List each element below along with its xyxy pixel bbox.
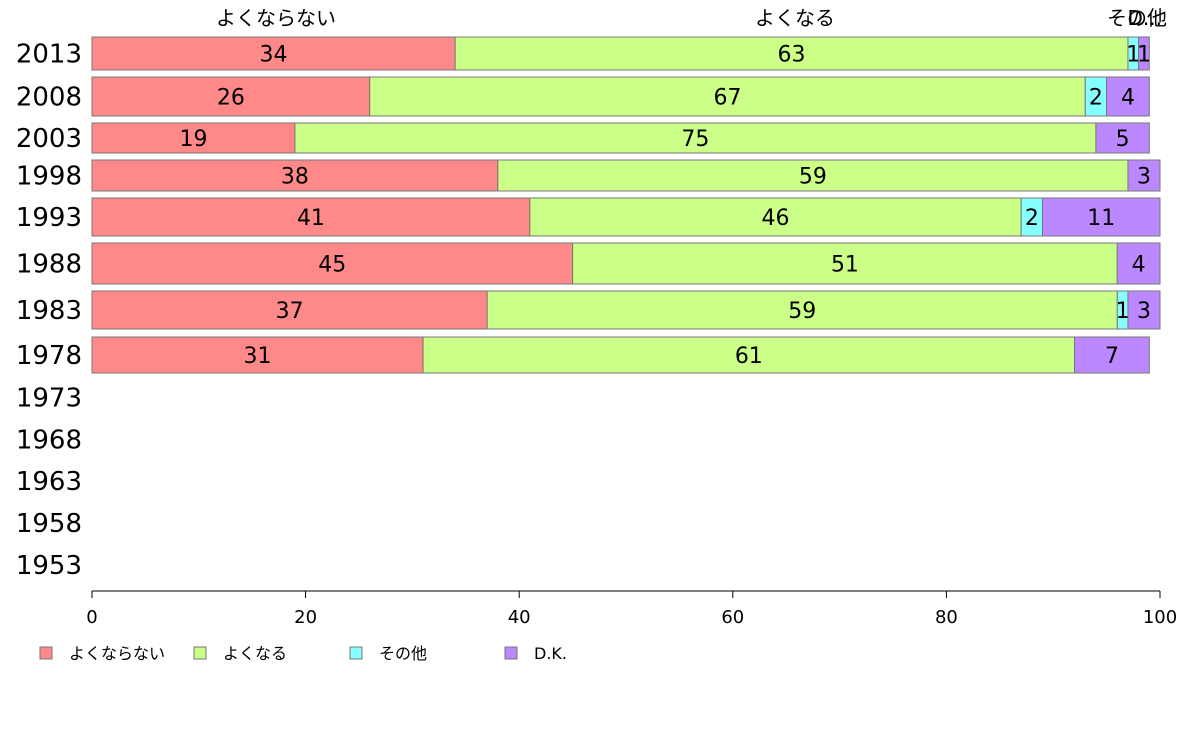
x-tick-label-60: 60 [721, 607, 744, 628]
legend-label-4: D.K. [534, 644, 567, 663]
bar-segment-1983-s4 [1127, 290, 1161, 330]
data-label-1998-s2: 59 [799, 165, 827, 190]
data-label-2003-s4: 5 [1116, 127, 1130, 152]
data-label-2013-s3: 1 [1126, 43, 1140, 68]
series-top-labels: よくならない よくなる その他 D... [216, 6, 1167, 30]
y-tick-label-1973: 1973 [16, 384, 82, 414]
top-label-series-4: D... [1128, 6, 1162, 30]
data-label-1978-s4: 7 [1105, 344, 1119, 369]
data-label-1983-s1: 37 [276, 299, 304, 324]
y-tick-label-1963: 1963 [16, 467, 82, 497]
data-label-2008-s3: 2 [1089, 86, 1103, 111]
bar-segment-1993-s4 [1042, 197, 1161, 237]
data-label-1988-s1: 45 [318, 253, 346, 278]
bar-segment-1998-s1 [91, 159, 499, 192]
data-label-1993-s3: 2 [1025, 206, 1039, 231]
data-label-2013-s2: 63 [778, 43, 806, 68]
bar-segment-2013-s1 [91, 36, 456, 71]
bar-segment-2003-s1 [91, 122, 296, 154]
legend-swatch-4 [504, 646, 518, 660]
data-label-2013-s4: 1 [1137, 43, 1151, 68]
data-label-1988-s4: 4 [1132, 253, 1146, 278]
y-tick-label-2013: 2013 [16, 40, 82, 70]
x-tick-label-100: 100 [1143, 607, 1177, 628]
bar-segment-1978-s4 [1074, 336, 1150, 374]
y-tick-label-1953: 1953 [16, 551, 82, 581]
bar-segment-1978-s1 [91, 336, 424, 374]
y-tick-label-1993: 1993 [16, 203, 82, 233]
data-label-1983-s2: 59 [788, 299, 816, 324]
bar-segment-2013-s4 [1138, 36, 1150, 71]
bar-segment-1988-s1 [91, 242, 574, 285]
x-tick-label-40: 40 [508, 607, 531, 628]
y-tick-label-2003: 2003 [16, 124, 82, 154]
data-label-1983-s4: 3 [1137, 299, 1151, 324]
bar-segment-2003-s2 [294, 122, 1097, 154]
legend-label-3: その他 [379, 644, 427, 663]
legend-label-1: よくならない [69, 644, 165, 663]
legend-swatch-2 [193, 646, 207, 660]
top-label-series-2: よくなる [755, 6, 835, 30]
bar-segment-1988-s2 [572, 242, 1118, 285]
data-label-1998-s4: 3 [1137, 165, 1151, 190]
data-label-2013-s1: 34 [260, 43, 288, 68]
bar-segment-1983-s1 [91, 290, 488, 330]
bar-segment-1993-s2 [529, 197, 1022, 237]
bar-segment-1998-s4 [1127, 159, 1161, 192]
y-tick-label-1983: 1983 [16, 296, 82, 326]
legend-swatch-1 [39, 646, 53, 660]
data-label-2003-s1: 19 [179, 127, 207, 152]
data-label-1993-s1: 41 [297, 206, 325, 231]
bar-segment-2003-s4 [1095, 122, 1150, 154]
y-tick-label-1988: 1988 [16, 250, 82, 280]
bar-segment-2008-s4 [1106, 76, 1150, 117]
data-label-1998-s1: 38 [281, 165, 309, 190]
top-label-series-3: その他 [1107, 6, 1167, 30]
legend-swatch-3 [349, 646, 363, 660]
data-label-2008-s2: 67 [713, 86, 741, 111]
y-tick-label-2008: 2008 [16, 83, 82, 113]
data-label-1988-s2: 51 [831, 253, 859, 278]
data-label-1993-s4: 11 [1087, 206, 1115, 231]
bar-segment-1993-s1 [91, 197, 531, 237]
y-axis-labels: 2013 2008 2003 1998 1993 1988 1983 1978 1973 1968… [16, 40, 82, 582]
data-label-1983-s3: 1 [1116, 299, 1130, 324]
y-tick-label-1998: 1998 [16, 162, 82, 192]
legend-label-2: よくなる [223, 644, 287, 663]
data-label-2003-s2: 75 [681, 127, 709, 152]
data-label-2008-s1: 26 [217, 86, 245, 111]
top-label-series-1: よくならない [216, 6, 336, 30]
x-tick-label-80: 80 [935, 607, 958, 628]
data-label-2008-s4: 4 [1121, 86, 1135, 111]
x-tick-label-0: 0 [86, 607, 97, 628]
x-tick-label-20: 20 [294, 607, 317, 628]
bar-segment-1988-s4 [1116, 242, 1161, 285]
data-label-1978-s2: 61 [735, 344, 763, 369]
legend: よくならない よくなる その他 D.K. [39, 644, 567, 663]
data-label-1993-s2: 46 [762, 206, 790, 231]
y-tick-label-1958: 1958 [16, 509, 82, 539]
data-label-1978-s1: 31 [244, 344, 272, 369]
bar-segment-2013-s2 [454, 36, 1129, 71]
bar-segment-1998-s2 [497, 159, 1129, 192]
y-tick-label-1978: 1978 [16, 341, 82, 371]
x-axis: 0 20 40 60 80 100 [86, 590, 1177, 628]
y-tick-label-1968: 1968 [16, 426, 82, 456]
